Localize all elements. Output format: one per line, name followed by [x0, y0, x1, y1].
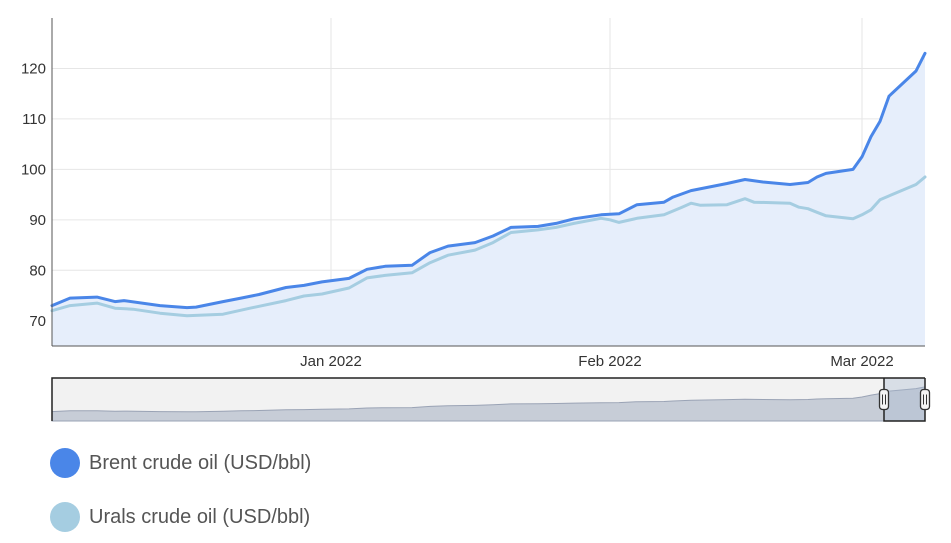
navigator-left-handle[interactable]	[878, 388, 890, 411]
navigator-series-area	[51, 386, 926, 422]
y-tick-label: 80	[29, 262, 46, 279]
legend-label-brent: Brent crude oil (USD/bbl)	[89, 451, 312, 474]
navigator-right-handle[interactable]	[919, 388, 931, 411]
y-axis-ticks: 70 80 90 100 110 120	[21, 60, 46, 329]
x-tick-label: Mar 2022	[830, 353, 893, 370]
x-tick-label: Feb 2022	[578, 353, 641, 370]
x-tick-label: Jan 2022	[300, 353, 362, 370]
y-tick-label: 100	[21, 161, 46, 178]
range-navigator[interactable]	[51, 377, 931, 422]
navigator-handle-grip-icon[interactable]	[878, 388, 890, 411]
y-tick-label: 90	[29, 212, 46, 229]
legend-label-urals: Urals crude oil (USD/bbl)	[89, 505, 311, 528]
legend-item-urals[interactable]: Urals crude oil (USD/bbl)	[50, 502, 310, 532]
navigator-handle-grip-icon[interactable]	[919, 388, 931, 411]
urals-series-line[interactable]	[50, 175, 927, 318]
axes	[51, 18, 925, 347]
navigator-selected-range[interactable]	[884, 378, 925, 421]
y-tick-label: 120	[21, 60, 46, 77]
brent-area-fill	[52, 53, 925, 347]
legend-item-brent[interactable]: Brent crude oil (USD/bbl)	[50, 448, 311, 478]
brent-series-line[interactable]	[50, 51, 927, 310]
x-axis-ticks: Jan 2022 Feb 2022 Mar 2022	[300, 353, 894, 370]
brent-legend-dot-icon	[50, 448, 80, 478]
urals-legend-dot-icon	[50, 502, 80, 532]
y-tick-label: 70	[29, 313, 46, 330]
y-tick-label: 110	[22, 111, 46, 128]
